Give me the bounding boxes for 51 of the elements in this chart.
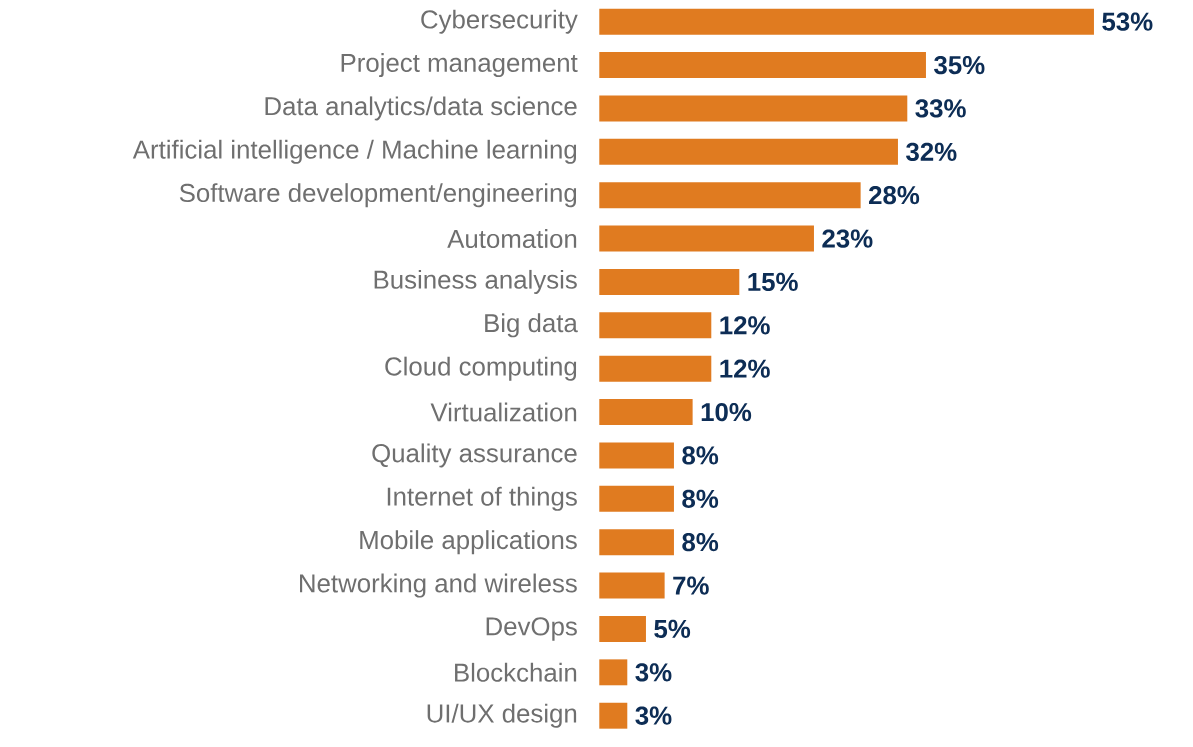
data-label: 33% [915,99,966,118]
data-label: 5% [654,619,691,639]
bar [599,529,674,556]
data-label: 7% [673,576,709,595]
data-label: 10% [701,402,752,422]
data-label: 8% [682,533,719,552]
y-tick-label: Cybersecurity [421,9,578,34]
data-label: 12% [720,316,770,335]
data-label: 12% [720,359,770,378]
data-label: 28% [869,186,920,205]
data-label: 3% [635,663,672,682]
y-tick-label: Automation [447,229,577,249]
y-tick-label: Project management [341,53,578,78]
y-tick-label: Data analytics/data science [265,96,577,121]
data-label: 53% [1102,12,1153,31]
bar [599,355,712,382]
y-tick-label: Virtualization [430,402,577,422]
bar [599,95,908,122]
bar [599,269,740,295]
bar [599,442,674,469]
data-label: 8% [682,446,719,465]
bar [599,312,712,339]
data-label: 32% [906,142,957,162]
data-label: 23% [822,229,873,248]
bar [599,52,926,79]
bar [599,8,1094,35]
y-tick-label: DevOps [486,617,577,641]
data-label: 3% [635,706,672,725]
y-tick-label: Cloud computing [385,356,577,381]
bar [599,138,898,165]
bar [599,572,665,599]
data-label: 8% [682,489,719,509]
data-label: 35% [934,55,985,75]
bar [599,182,861,209]
y-tick-label: Business analysis [374,269,577,295]
y-tick-label: UI/UX design [427,703,577,728]
y-tick-label: Networking and wireless [300,573,577,598]
y-tick-label: Blockchain [455,662,577,682]
bar [599,399,693,426]
bar [599,616,646,642]
y-tick-label: Big data [485,313,578,338]
bar [599,485,674,512]
y-tick-label: Internet of things [387,486,577,511]
y-tick-label: Quality assurance [372,443,577,468]
bar [599,659,628,686]
bar [599,702,628,729]
bar [599,225,814,252]
y-tick-label: Software development/engineering [179,183,577,208]
y-tick-label: Mobile applications [360,530,577,555]
data-label: 15% [748,272,798,292]
y-tick-label: Artificial intelligence / Machine learning [132,139,577,164]
